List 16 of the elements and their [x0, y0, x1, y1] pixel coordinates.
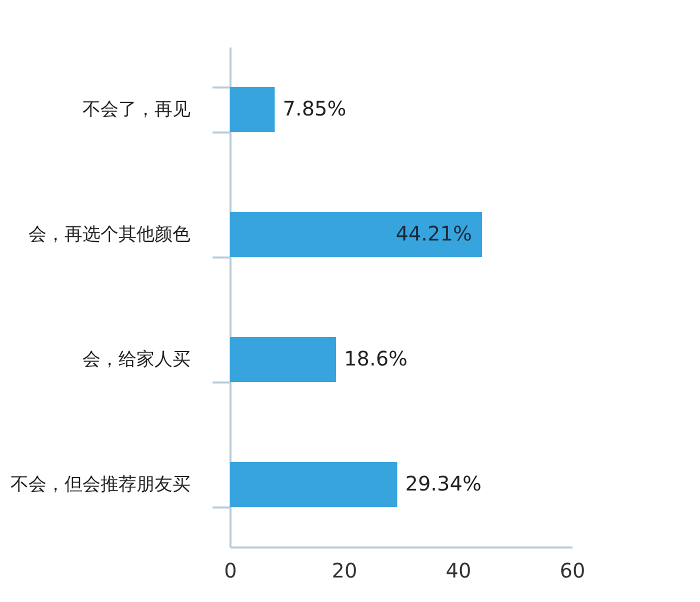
data-label: 18.6%: [344, 346, 408, 370]
bar: [230, 337, 336, 382]
data-label: 44.21%: [396, 222, 472, 246]
bar: [230, 462, 398, 507]
y-tick-label: 不会，但会推荐朋友买: [10, 474, 190, 495]
x-tick-label: 40: [446, 558, 472, 582]
y-tick-label: 会，给家人买: [82, 349, 190, 370]
y-tick-label: 会，再选个其他颜色: [28, 224, 190, 245]
bar: [230, 212, 482, 257]
x-tick-label: 0: [224, 558, 237, 582]
bar: [230, 87, 275, 132]
y-tick-label: 不会了，再见: [82, 99, 190, 120]
x-tick-label: 20: [332, 558, 358, 582]
data-label: 29.34%: [405, 472, 482, 496]
x-tick-label: 60: [560, 558, 586, 582]
data-label: 7.85%: [282, 96, 346, 120]
